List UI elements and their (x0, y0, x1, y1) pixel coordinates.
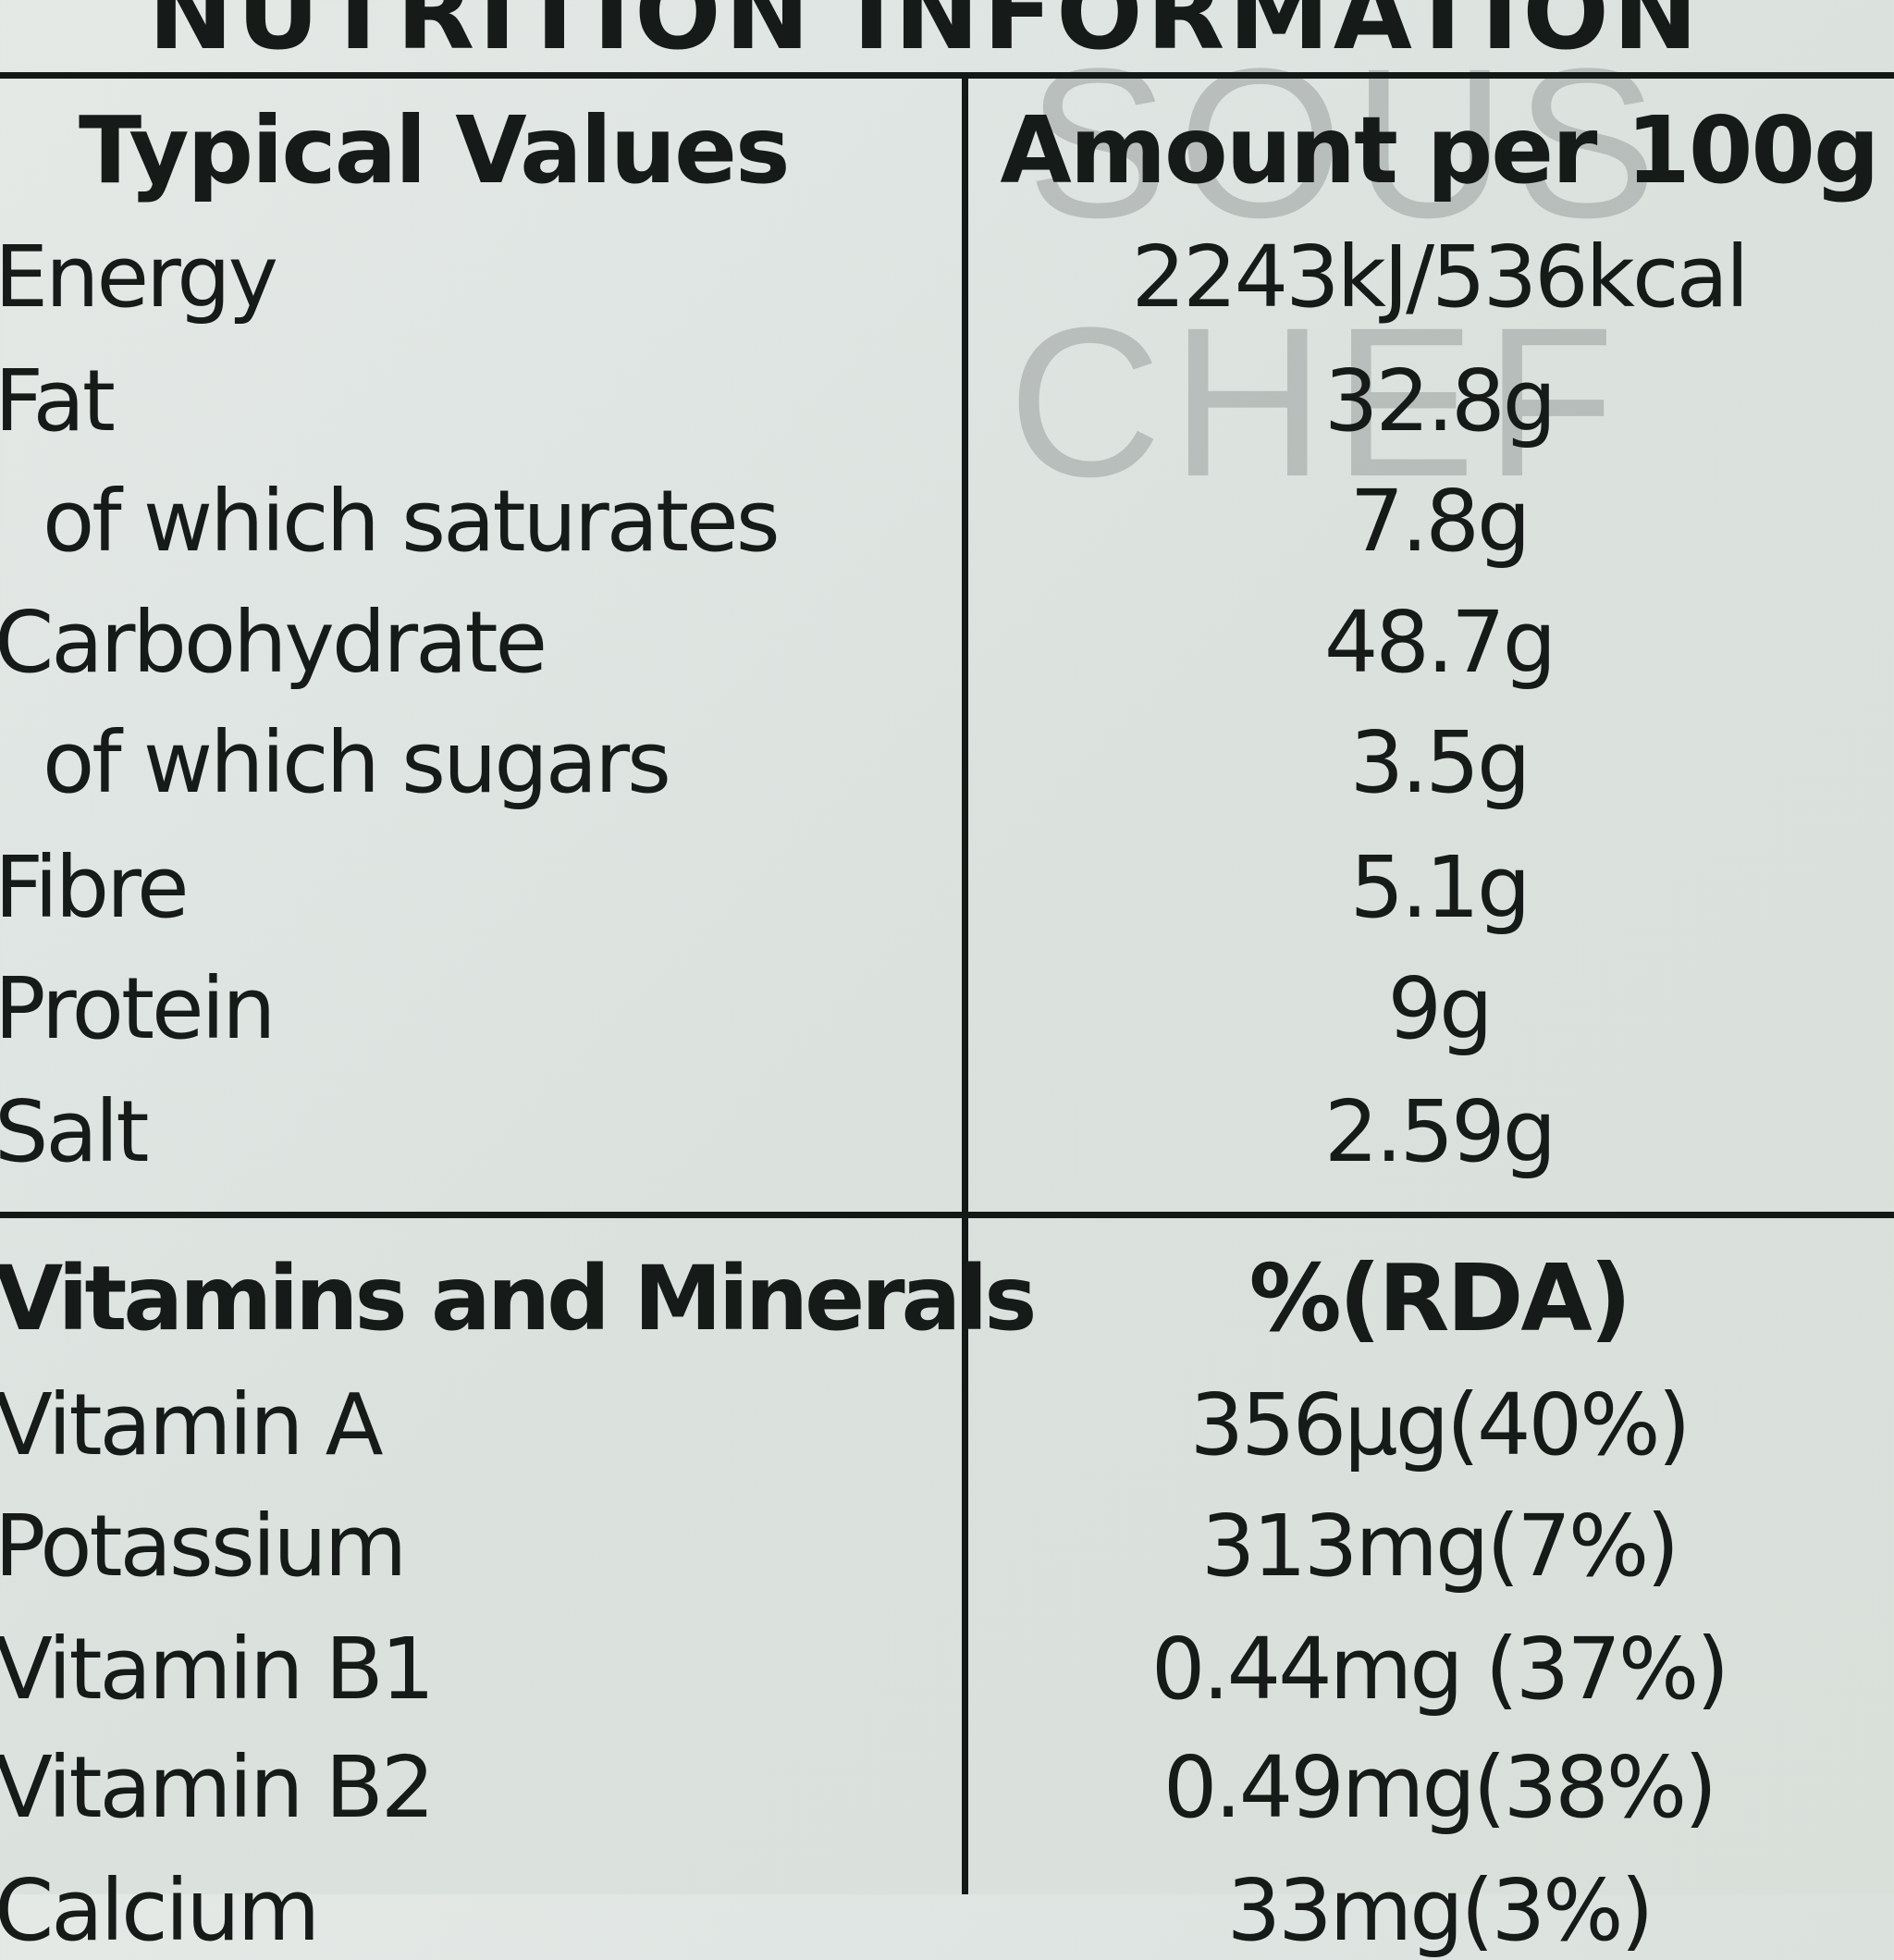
vitamin-name: Vitamin B2 (0, 1738, 435, 1837)
nutrient-amount: 2.59g (1323, 1082, 1556, 1181)
section-header: Vitamins and Minerals (0, 1247, 1037, 1350)
nutrient-amount: 5.1g (1349, 838, 1531, 937)
nutrient-name: of which sugars (43, 713, 671, 812)
vitamin-amount: 33mg(3%) (1226, 1861, 1654, 1960)
nutrient-name: Salt (0, 1082, 149, 1181)
column-divider (962, 72, 968, 1894)
vitamin-amount: 356µg(40%) (1189, 1375, 1691, 1474)
nutrient-name: Carbohydrate (0, 593, 547, 692)
nutrient-amount: 2243kJ/536kcal (1131, 228, 1750, 327)
nutrient-amount: 9g (1387, 959, 1494, 1058)
vitamin-amount: 0.49mg(38%) (1162, 1738, 1717, 1837)
vitamin-name: Vitamin B1 (0, 1620, 435, 1719)
nutrient-amount: 3.5g (1349, 713, 1531, 812)
nutrient-amount: 32.8g (1323, 351, 1556, 450)
watermark: SOUS (1027, 24, 1666, 262)
vitamin-name: Vitamin A (0, 1375, 384, 1474)
rule (0, 1212, 1894, 1218)
nutrient-name: of which saturates (43, 472, 781, 571)
nutrient-name: Fibre (0, 838, 190, 937)
title: NUTRITION INFORMATION (148, 0, 1702, 72)
rule (0, 72, 1894, 79)
column-header: Amount per 100g (1000, 96, 1879, 204)
nutrient-name: Energy (0, 228, 278, 327)
vitamin-amount: 313mg(7%) (1200, 1497, 1679, 1596)
watermark: CHEF (1008, 283, 1625, 521)
nutrient-amount: 7.8g (1349, 472, 1531, 571)
nutrient-name: Fat (0, 351, 116, 450)
column-header: Typical Values (79, 96, 790, 204)
nutrient-name: Protein (0, 959, 276, 1058)
vitamin-name: Calcium (0, 1861, 320, 1960)
vitamin-amount: 0.44mg (37%) (1150, 1620, 1729, 1719)
vitamin-name: Potassium (0, 1497, 407, 1596)
nutrient-amount: 48.7g (1323, 593, 1556, 692)
section-header: %(RDA) (1248, 1244, 1631, 1352)
